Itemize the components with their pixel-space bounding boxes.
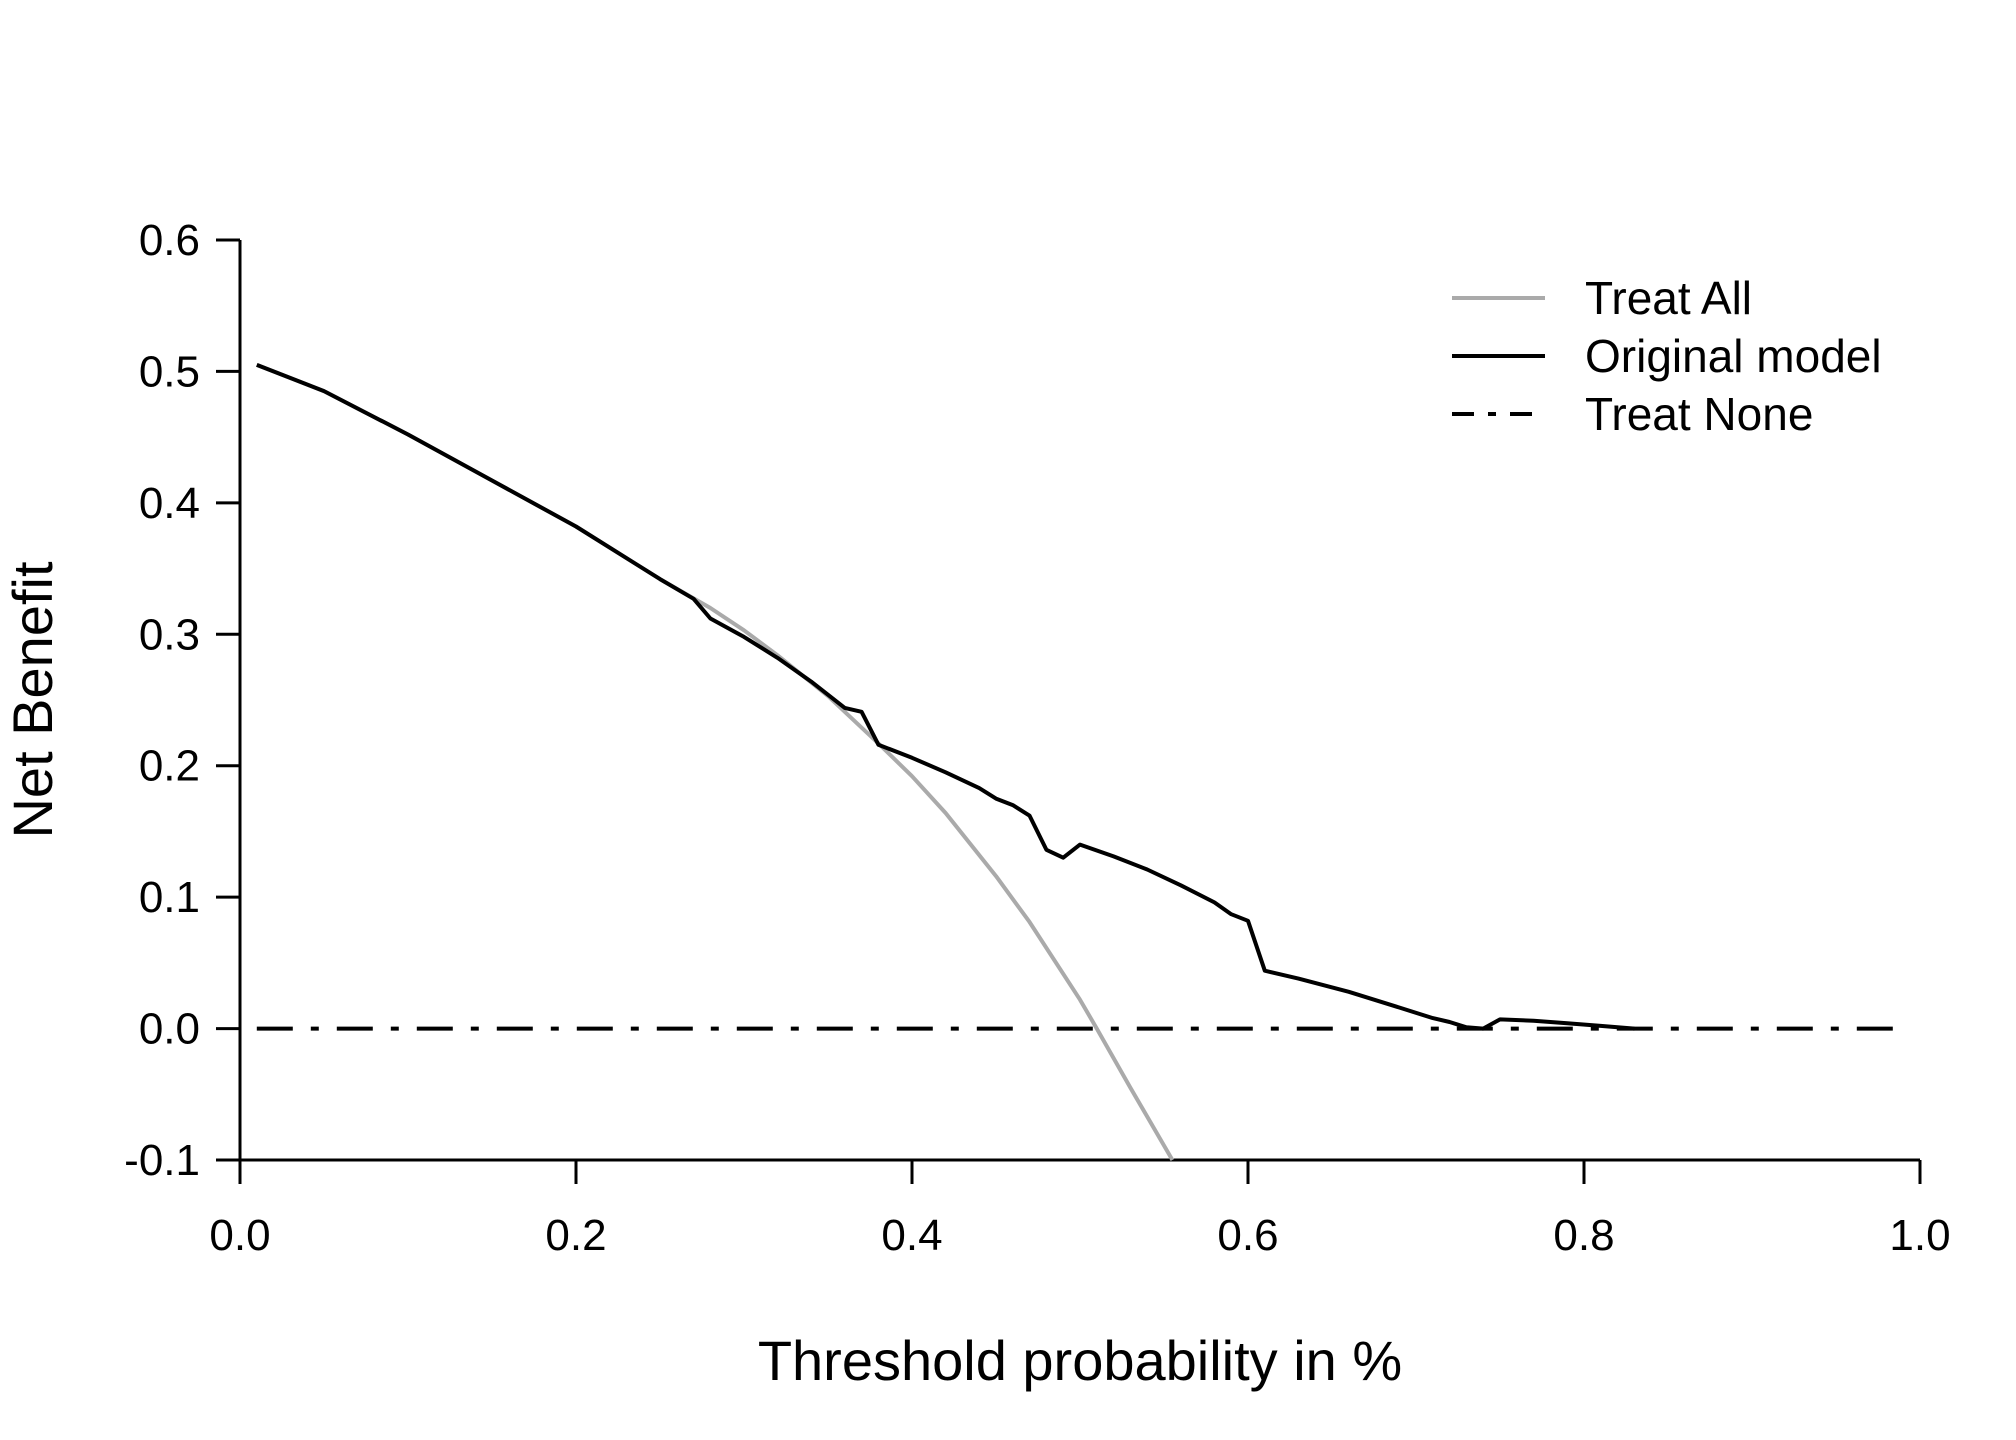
y-axis-title: Net Benefit [1, 561, 64, 838]
x-tick-label: 0.2 [545, 1211, 606, 1260]
x-tick-label: 1.0 [1889, 1211, 1950, 1260]
y-tick-label: 0.6 [139, 216, 200, 265]
x-tick-label: 0.4 [881, 1211, 942, 1260]
y-tick-label: -0.1 [124, 1136, 200, 1185]
x-tick-label: 0.0 [209, 1211, 270, 1260]
series-line-treat-all [256, 363, 1175, 1162]
axes: 0.0 0.2 0.4 0.6 0.8 1.0-0.10.00.10.20.30.40.5… [124, 216, 1950, 1260]
y-tick-label: 0.0 [139, 1005, 200, 1054]
plot-series [256, 363, 1904, 1162]
legend: Treat All Original model Treat None [1452, 272, 1882, 440]
y-tick-label: 0.4 [139, 479, 200, 528]
legend-label-treat-none: Treat None [1585, 388, 1813, 440]
x-axis-title: Threshold probability in % [758, 1329, 1402, 1392]
legend-label-treat-all: Treat All [1585, 272, 1752, 324]
y-tick-label: 0.2 [139, 742, 200, 791]
x-tick-label: 0.6 [1217, 1211, 1278, 1260]
y-tick-label: 0.5 [139, 347, 200, 396]
x-tick-label: 0.8 [1553, 1211, 1614, 1260]
y-tick-label: 0.3 [139, 610, 200, 659]
y-tick-label: 0.1 [139, 873, 200, 922]
series-line-original-model [256, 363, 1635, 1031]
legend-label-original-model: Original model [1585, 330, 1882, 382]
